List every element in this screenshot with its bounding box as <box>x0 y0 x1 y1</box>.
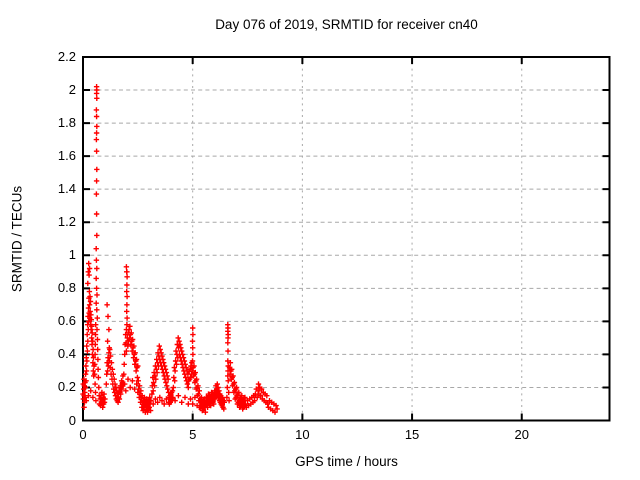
y-axis-title: SRMTID / TECUs <box>9 185 25 293</box>
y-tick-label: 1.4 <box>57 181 76 197</box>
y-tick-label: 0.4 <box>57 346 76 362</box>
chart-title: Day 076 of 2019, SRMTID for receiver cn4… <box>215 17 478 32</box>
y-tick-label: 0.6 <box>57 313 76 329</box>
plot-frame <box>82 56 611 422</box>
y-tick-label: 2 <box>68 82 76 98</box>
x-tick-label: 0 <box>79 427 87 442</box>
x-tick-label: 5 <box>189 427 197 442</box>
axis-tick-marks <box>82 56 610 422</box>
x-tick-label: 20 <box>514 427 529 442</box>
y-tick-label: 1 <box>68 247 76 263</box>
y-tick-label: 2.2 <box>57 49 76 64</box>
y-tick-label: 1.2 <box>57 214 76 230</box>
y-tick-label: 0.2 <box>57 379 76 395</box>
x-tick-label: 15 <box>404 427 420 442</box>
y-tick-label: 0.8 <box>57 280 76 296</box>
y-tick-label: 1.6 <box>57 148 76 164</box>
scatter-series-SRMTID <box>80 84 280 415</box>
x-axis-title: GPS time / hours <box>295 454 398 469</box>
y-tick-label: 0 <box>68 412 76 428</box>
x-tick-label: 10 <box>295 427 310 442</box>
y-tick-label: 1.8 <box>57 115 76 131</box>
